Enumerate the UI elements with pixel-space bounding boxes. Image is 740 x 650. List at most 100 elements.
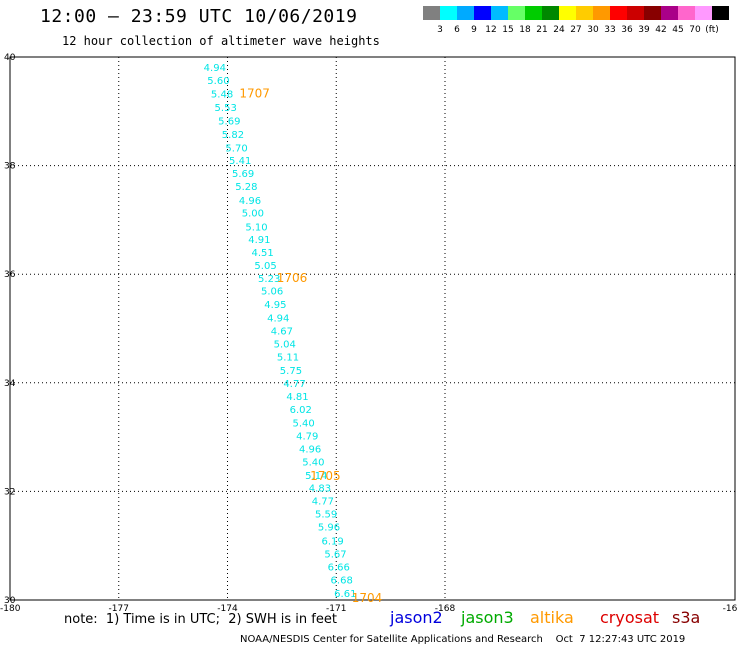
color-swatch [576,6,593,20]
y-tick-label: 34 [4,379,16,389]
wave-height-label: 5.11 [277,353,299,364]
color-swatch [542,6,559,20]
wave-height-label: 4.81 [286,392,308,403]
wave-height-label: 5.04 [274,340,296,351]
color-scale-label: 21 [536,25,548,35]
color-swatch [695,6,712,20]
color-swatch [593,6,610,20]
x-tick-label: -168 [435,604,456,614]
wave-height-label: 5.05 [254,261,276,272]
x-tick-label: -177 [109,604,129,614]
y-tick-label: 36 [4,270,16,280]
wave-height-label: 4.77 [283,379,305,390]
time-label: 1704 [352,591,383,605]
color-swatch [440,6,457,20]
color-swatch [474,6,491,20]
legend-cryosat: cryosat [600,608,660,627]
color-scale-label: 18 [519,25,531,35]
color-swatch [491,6,508,20]
wave-height-label: 5.48 [211,89,233,100]
color-scale-label: 3 [437,25,443,35]
wave-height-label: 6.66 [328,562,350,573]
color-swatch [559,6,576,20]
wave-height-label: 6.19 [321,536,343,547]
wave-height-label: 5.06 [261,286,283,297]
color-scale-label: 15 [502,25,514,35]
color-scale-label: 12 [485,25,497,35]
wave-height-label: 4.77 [312,497,334,508]
wave-height-label: 5.14 [305,471,327,482]
wave-height-label: 4.95 [264,300,286,311]
wave-height-label: 4.96 [239,196,261,207]
wave-height-label: 4.83 [309,484,331,495]
color-scale-label: 6 [454,25,460,35]
wave-height-label: 4.67 [271,327,293,338]
wave-height-label: 4.94 [204,63,226,74]
wave-height-label: 5.00 [242,208,264,219]
color-scale-label: (ft) [705,25,719,35]
color-scale-label: 42 [655,25,667,35]
color-scale-label: 70 [689,25,701,35]
color-swatch [644,6,661,20]
wave-height-label: 5.69 [232,169,254,180]
wave-height-label: 5.23 [258,274,280,285]
color-swatch [457,6,474,20]
color-swatch [508,6,525,20]
wave-height-label: 5.10 [245,222,267,233]
wave-height-label: 5.75 [280,366,302,377]
wave-height-label: 6.02 [290,405,312,416]
wave-height-label: 4.51 [252,248,274,259]
x-tick-label: -171 [326,604,346,614]
wave-height-label: 5.28 [235,182,257,193]
wave-height-label: 6.61 [334,589,356,600]
color-scale-label: 36 [621,25,633,35]
color-swatch [525,6,542,20]
y-tick-label: 40 [4,53,16,63]
x-tick-label: -174 [217,604,238,614]
x-tick-label: -16 [723,604,738,614]
wave-height-label: 4.94 [267,314,289,325]
color-scale-label: 33 [604,25,616,35]
color-scale-label: 45 [672,25,684,35]
color-swatch [712,6,729,20]
color-swatch [661,6,678,20]
color-swatch [678,6,695,20]
legend-s3a: s3a [672,608,701,627]
color-swatch [627,6,644,20]
wave-height-label: 4.91 [248,235,270,246]
wave-height-label: 5.53 [215,103,237,114]
y-tick-label: 38 [4,162,16,172]
y-tick-label: 30 [4,596,16,606]
legend-jason2: jason2 [390,608,443,627]
x-tick-label: -180 [0,604,21,614]
legend-altika: altika [530,608,574,627]
wave-height-label: 4.79 [296,431,318,442]
color-swatch [610,6,627,20]
y-tick-label: 32 [4,487,15,497]
color-swatch [423,6,440,20]
wave-height-label: 5.41 [229,156,251,167]
footer-credit: NOAA/NESDIS Center for Satellite Applica… [240,634,686,645]
time-label: 1707 [239,86,270,100]
time-label: 1706 [277,271,308,285]
wave-height-label: 5.40 [292,418,314,429]
time-label: 1705 [310,469,341,483]
wave-height-label: 5.70 [225,144,247,155]
page-subtitle: 12 hour collection of altimeter wave hei… [62,34,380,48]
wave-height-label: 5.96 [318,523,340,534]
wave-height-label: 4.96 [299,445,321,456]
units-note: note: 1) Time is in UTC; 2) SWH is in fe… [64,612,337,627]
color-scale-label: 24 [553,25,565,35]
wave-height-label: 5.40 [302,458,324,469]
wave-height-label: 6.68 [331,575,353,586]
legend-jason3: jason3 [461,608,514,627]
color-scale-label: 9 [471,25,477,35]
color-scale-label: 30 [587,25,599,35]
wave-height-label: 5.67 [324,549,346,560]
color-scale-label: 27 [570,25,582,35]
plot-frame [9,56,736,601]
wave-height-label: 5.60 [207,76,229,87]
color-scale-label: 39 [638,25,650,35]
wave-height-label: 5.69 [218,117,240,128]
